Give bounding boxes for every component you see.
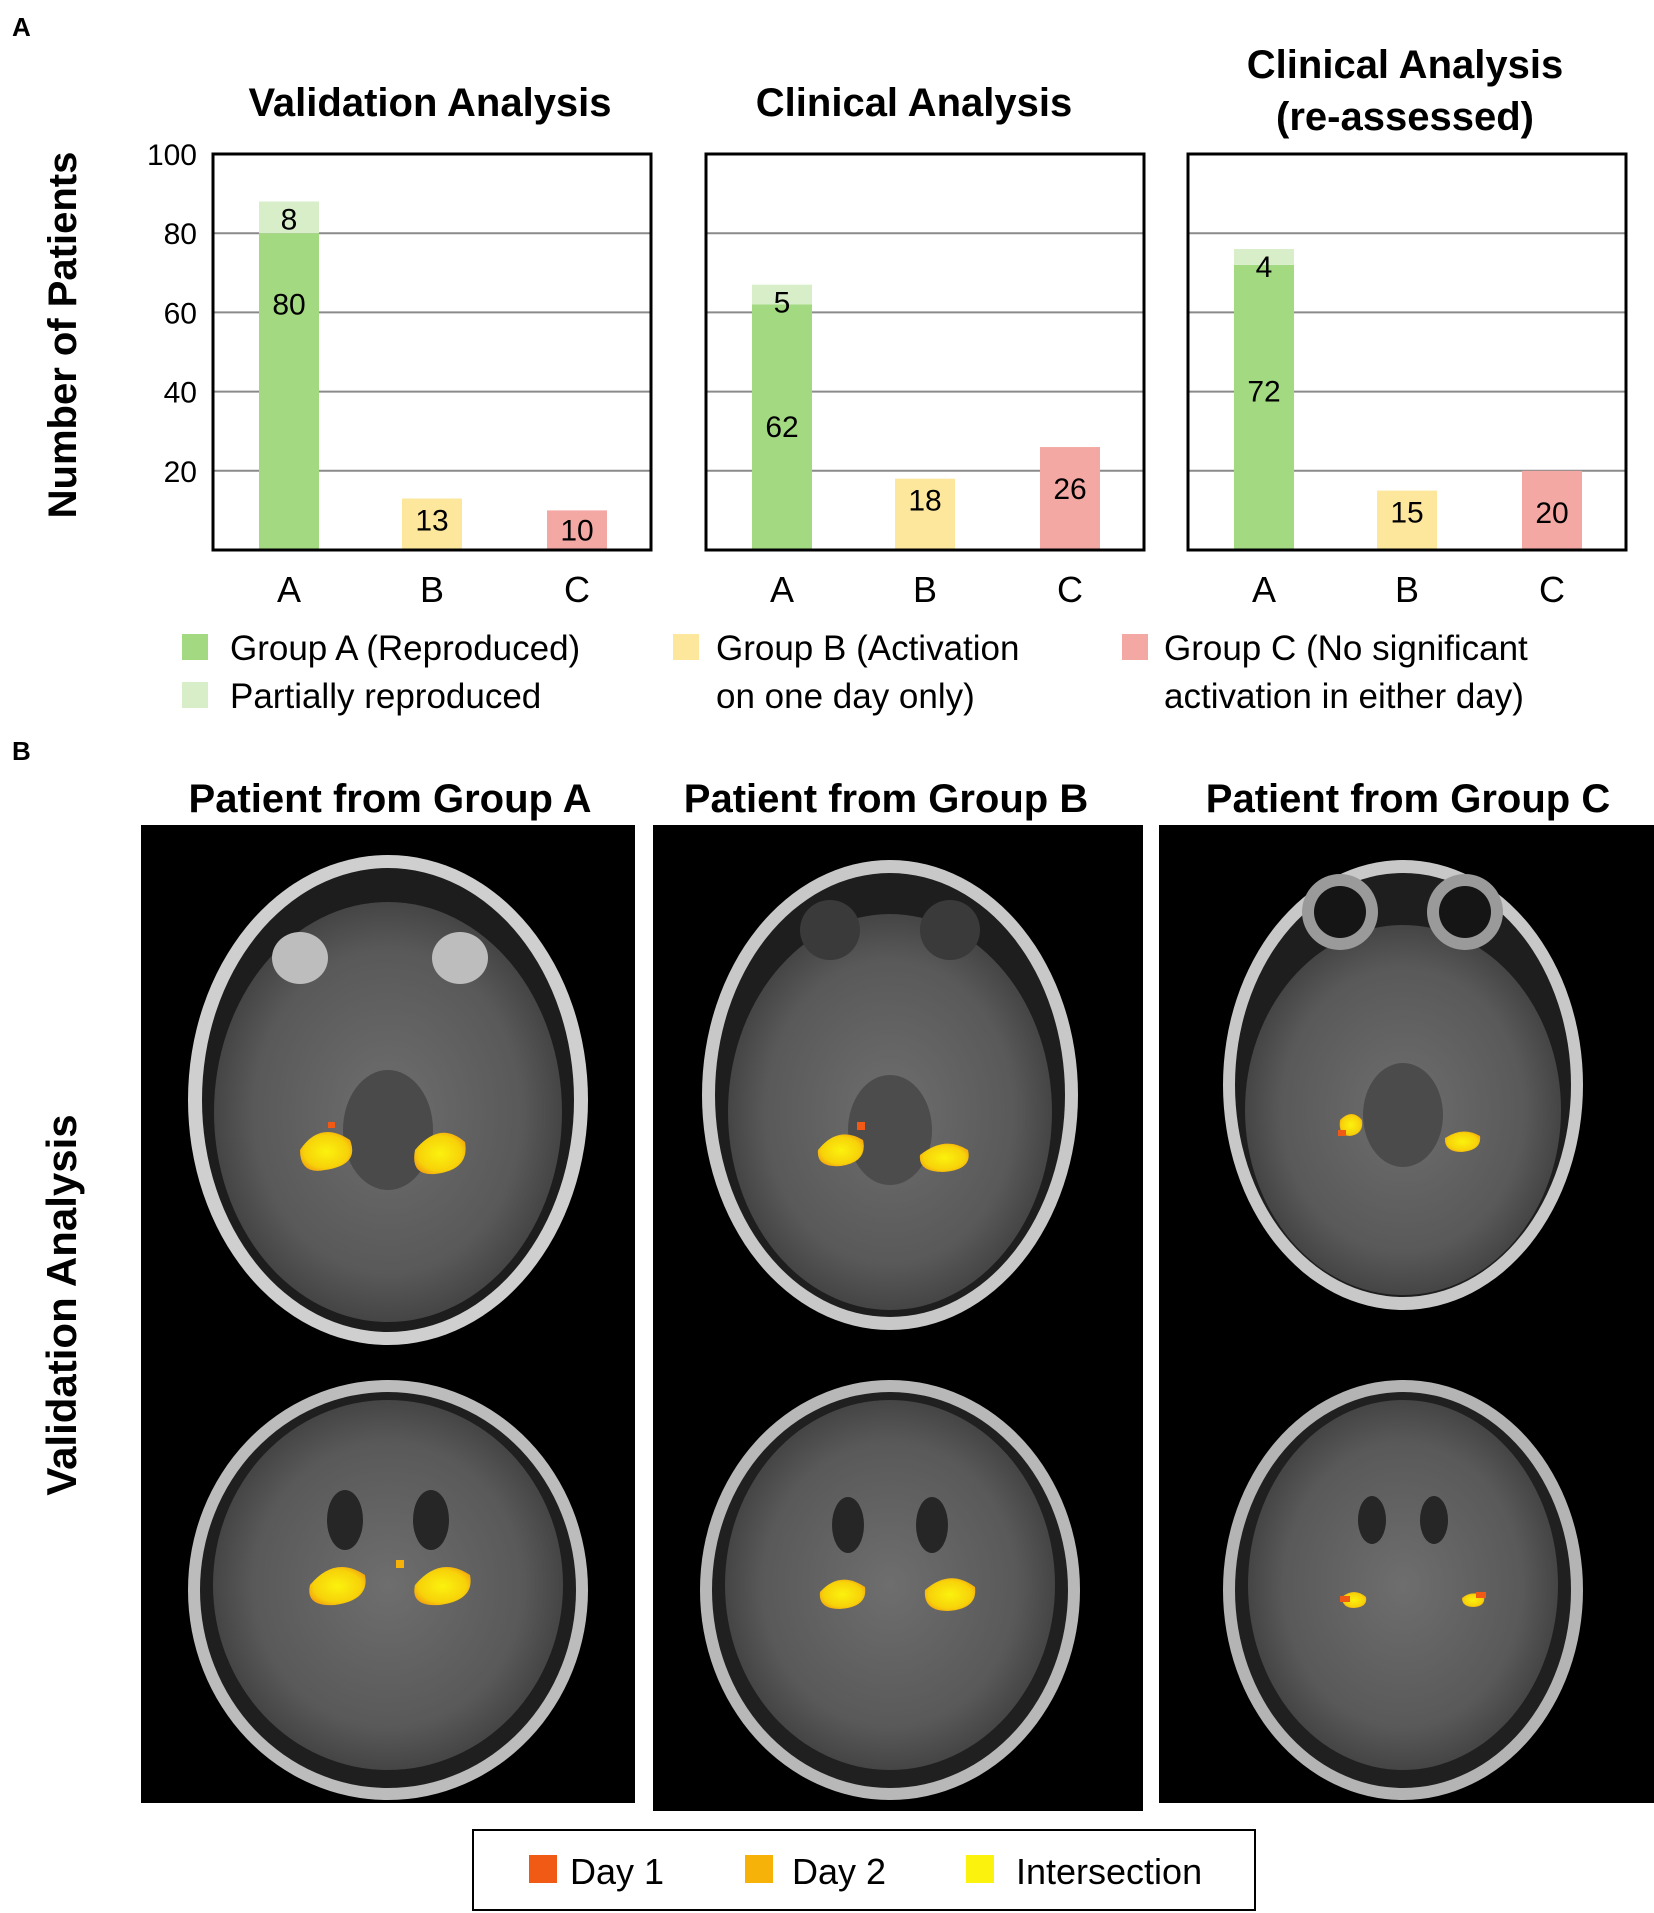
legend-label-group-c-line1: Group C (No significant <box>1164 629 1528 668</box>
legend-label-group-b-line1: Group B (Activation <box>716 629 1019 668</box>
data-label-group-c: 20 <box>1535 497 1568 530</box>
x-tick-label: C <box>1539 569 1565 610</box>
mri-image-group-b <box>653 825 1143 1811</box>
data-label-group-c: 26 <box>1053 473 1086 506</box>
bar-partial <box>752 284 812 305</box>
legend-swatch-day1 <box>529 1855 557 1883</box>
y-axis-label: Number of Patients <box>41 152 85 519</box>
bar-group-a <box>259 233 319 550</box>
data-label-group-b: 18 <box>908 485 941 518</box>
mri-image-group-a <box>141 825 635 1803</box>
mri-image-group-c <box>1159 825 1654 1803</box>
x-tick-label: B <box>913 569 937 610</box>
chart-title-line2: (re-assessed) <box>1276 95 1534 139</box>
x-tick-label: B <box>420 569 444 610</box>
legend-label-group-c-line2: activation in either day) <box>1164 677 1524 716</box>
legend-swatch-partial <box>182 682 208 708</box>
chart-title-line1: Clinical Analysis <box>1247 43 1563 87</box>
x-tick-label: C <box>1057 569 1083 610</box>
x-tick-label: A <box>1252 569 1276 610</box>
legend-swatch-day2 <box>745 1855 773 1883</box>
plot-frame <box>1186 152 1628 552</box>
legend-label-day2: Day 2 <box>792 1851 886 1892</box>
x-tick-label: B <box>1395 569 1419 610</box>
column-header-group-c: Patient from Group C <box>1206 777 1610 821</box>
y-tick-label: 80 <box>164 218 197 251</box>
plot-frame <box>704 152 1146 552</box>
data-label-partial: 4 <box>1256 251 1273 284</box>
data-label-group-a: 80 <box>272 288 305 321</box>
y-tick-label: 100 <box>147 139 197 172</box>
chart-validation-analysis: Validation Analysis 20 40 60 80 100 80 8 13 10 A… <box>147 81 653 610</box>
data-label-group-b: 13 <box>415 505 448 538</box>
legend-swatch-group-c <box>1122 634 1148 660</box>
chart-clinical-analysis: Clinical Analysis 62 5 18 26 A B C <box>704 81 1146 610</box>
day-legend: Day 1 Day 2 Intersection <box>472 1829 1256 1911</box>
y-tick-label: 20 <box>164 456 197 489</box>
legend-label-intersection: Intersection <box>1016 1851 1202 1892</box>
data-label-group-c: 10 <box>560 514 593 547</box>
legend-swatch-group-b <box>673 634 699 660</box>
bar-group-b <box>402 498 462 550</box>
bar-group-c <box>1040 447 1100 550</box>
plot-frame <box>211 152 653 552</box>
data-label-group-a: 62 <box>765 411 798 444</box>
chart-clinical-analysis-reassessed: Clinical Analysis (re-assessed) 72 4 15 20 A… <box>1186 43 1628 610</box>
legend-swatch-intersection <box>966 1855 994 1883</box>
data-label-partial: 8 <box>281 204 298 237</box>
data-label-partial: 5 <box>774 287 791 320</box>
bar-group-c <box>547 510 607 550</box>
chart-title: Validation Analysis <box>248 81 611 125</box>
panel-a-label: A <box>12 12 31 42</box>
legend-label-group-a: Group A (Reproduced) <box>230 629 580 668</box>
column-header-group-a: Patient from Group A <box>189 777 592 821</box>
bar-group-a <box>752 304 812 550</box>
x-tick-label: C <box>564 569 590 610</box>
bar-group-b <box>895 478 955 550</box>
legend-label-day1: Day 1 <box>570 1851 664 1892</box>
x-tick-label: A <box>277 569 301 610</box>
data-label-group-a: 72 <box>1247 376 1280 409</box>
legend-swatch-group-a <box>182 634 208 660</box>
bar-group-c <box>1522 470 1582 550</box>
legend-label-partial: Partially reproduced <box>230 677 541 716</box>
legend-label-group-b-line2: on one day only) <box>716 677 975 716</box>
data-label-group-b: 15 <box>1390 497 1423 530</box>
bar-partial <box>1234 249 1294 265</box>
panel-b-label: B <box>12 736 31 766</box>
y-tick-label: 40 <box>164 377 197 410</box>
bar-group-a <box>1234 264 1294 550</box>
bar-partial <box>259 201 319 234</box>
x-tick-label: A <box>770 569 794 610</box>
row-label: Validation Analysis <box>38 1114 85 1495</box>
column-header-group-b: Patient from Group B <box>684 777 1088 821</box>
chart-title: Clinical Analysis <box>756 81 1072 125</box>
y-tick-label: 60 <box>164 297 197 330</box>
bar-group-b <box>1377 490 1437 550</box>
legend: Group A (Reproduced) Partially reproduce… <box>182 629 1528 716</box>
